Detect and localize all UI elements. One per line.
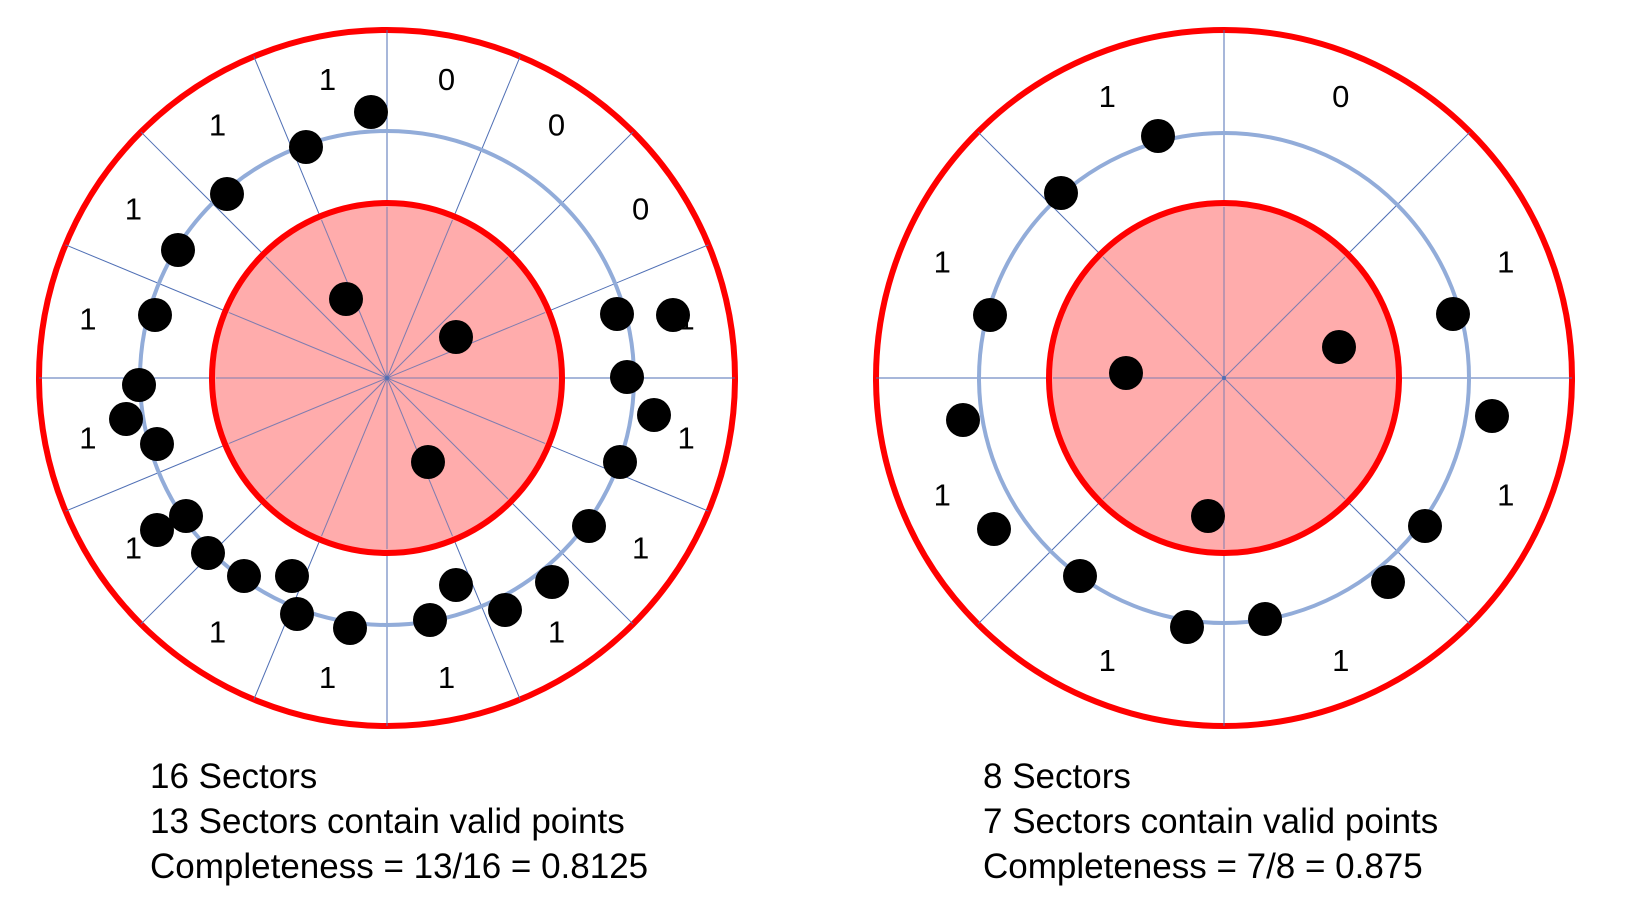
sector-value-label: 0 [438, 62, 455, 97]
sector-value-label: 1 [934, 478, 951, 513]
data-point [227, 559, 261, 593]
data-point [1248, 602, 1282, 636]
sector-value-label: 1 [79, 421, 96, 456]
data-point [411, 445, 445, 479]
data-point [1141, 119, 1175, 153]
sector-value-label: 1 [209, 107, 226, 142]
sector-value-label: 1 [1099, 643, 1116, 678]
data-point [140, 427, 174, 461]
caption-sector-count: 8 Sectors [983, 757, 1131, 796]
data-point [413, 603, 447, 637]
data-point [1044, 176, 1078, 210]
sector-value-label: 0 [632, 192, 649, 227]
data-point [161, 233, 195, 267]
data-point [603, 445, 637, 479]
data-point [140, 513, 174, 547]
center-point [1222, 376, 1226, 380]
data-point [275, 559, 309, 593]
sector-value-label: 1 [125, 530, 142, 565]
sector-value-label: 1 [632, 530, 649, 565]
sector-value-label: 1 [319, 660, 336, 695]
sector-value-label: 1 [79, 301, 96, 336]
data-point [169, 499, 203, 533]
data-point [289, 130, 323, 164]
data-point [191, 536, 225, 570]
diagram-16-sectors: 0001111111111111 [36, 27, 738, 729]
sector-value-label: 1 [319, 62, 336, 97]
data-point [329, 282, 363, 316]
data-point [656, 298, 690, 332]
data-point [1371, 565, 1405, 599]
sector-value-label: 1 [1332, 643, 1349, 678]
data-point [1170, 610, 1204, 644]
caption-completeness: Completeness = 13/16 = 0.8125 [150, 847, 649, 886]
data-point [138, 298, 172, 332]
sector-value-label: 1 [1497, 478, 1514, 513]
valid-ring [977, 131, 1471, 625]
sector-value-label: 1 [548, 615, 565, 650]
data-point [946, 403, 980, 437]
data-point [333, 611, 367, 645]
data-point [1322, 330, 1356, 364]
data-point [973, 298, 1007, 332]
data-point [535, 565, 569, 599]
caption-8-sectors: 8 Sectors 7 Sectors contain valid points… [983, 754, 1438, 889]
data-point [1475, 399, 1509, 433]
data-point [1063, 559, 1097, 593]
caption-valid-sectors: 13 Sectors contain valid points [150, 802, 625, 841]
data-point [1408, 509, 1442, 543]
data-point [354, 95, 388, 129]
caption-sector-count: 16 Sectors [150, 757, 318, 796]
sector-value-label: 1 [1099, 79, 1116, 114]
data-point [1109, 356, 1143, 390]
data-point [977, 512, 1011, 546]
sector-value-label: 0 [548, 107, 565, 142]
sector-value-label: 1 [934, 244, 951, 279]
data-point [1436, 297, 1470, 331]
sector-value-label: 1 [209, 615, 226, 650]
diagram-8-sectors: 0 1 1 1 1 1 1 1 [873, 27, 1575, 729]
data-point [572, 509, 606, 543]
data-point [122, 368, 156, 402]
data-point [1191, 499, 1225, 533]
center-point [385, 376, 389, 380]
sector-value-label: 1 [1497, 244, 1514, 279]
data-point [210, 177, 244, 211]
data-point [637, 398, 671, 432]
data-point [109, 402, 143, 436]
sector-value-label: 1 [125, 192, 142, 227]
sector-value-label: 1 [438, 660, 455, 695]
caption-16-sectors: 16 Sectors 13 Sectors contain valid poin… [150, 754, 648, 889]
data-point [280, 597, 314, 631]
data-point [488, 593, 522, 627]
caption-completeness: Completeness = 7/8 = 0.875 [983, 847, 1423, 886]
caption-valid-sectors: 7 Sectors contain valid points [983, 802, 1439, 841]
data-point [600, 297, 634, 331]
data-point [610, 360, 644, 394]
sector-value-label: 0 [1332, 79, 1349, 114]
sector-value-label: 1 [678, 421, 695, 456]
data-point [439, 568, 473, 602]
data-point [439, 320, 473, 354]
